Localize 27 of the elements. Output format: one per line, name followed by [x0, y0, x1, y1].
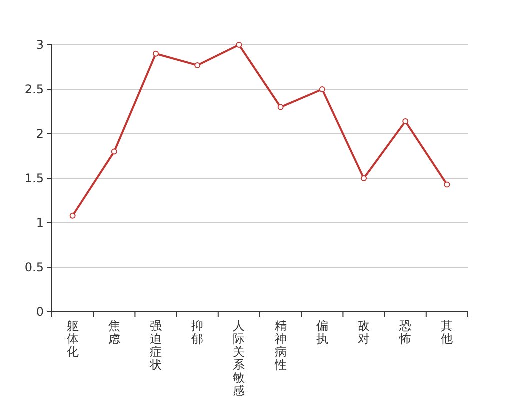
y-tick-label: 2.5 — [24, 82, 44, 96]
point — [70, 212, 76, 219]
point — [402, 118, 409, 125]
x-tick-label: 人际关系敏感 — [233, 319, 246, 398]
y-tick-label: 2 — [36, 127, 44, 141]
point — [194, 62, 201, 68]
y-tick-label: 1.5 — [24, 172, 44, 186]
point — [278, 104, 284, 110]
y-tick-label: 0.5 — [24, 260, 44, 274]
point — [153, 50, 159, 57]
x-tick-label: 恐怖 — [398, 319, 412, 346]
point — [111, 148, 118, 155]
point — [319, 86, 326, 92]
point — [236, 42, 242, 48]
y-tick-label: 3 — [36, 38, 44, 52]
x-tick-label: 敌对 — [358, 319, 370, 346]
x-tick-label: 抑郁 — [192, 319, 204, 346]
x-tick-label: 偏执 — [316, 319, 328, 346]
point — [361, 176, 367, 182]
x-tick-label: 躯体化 — [66, 319, 79, 359]
x-tick-label: 其他 — [441, 319, 454, 346]
y-tick-label: 0 — [36, 305, 44, 319]
point — [444, 182, 450, 188]
x-tick-label: 精神病性 — [274, 319, 287, 372]
x-tick-label: 强迫症状 — [149, 319, 162, 372]
y-tick-label: 1 — [36, 216, 44, 230]
x-tick-label: 焦虑 — [108, 319, 120, 346]
